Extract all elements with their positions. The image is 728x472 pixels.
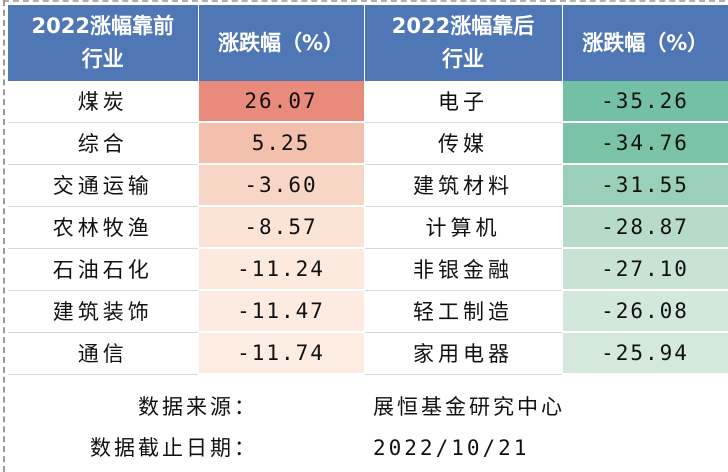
table-row: 交通运输 -3.60 建筑材料 -31.55: [8, 164, 728, 207]
bottom-sector-cell: 家用电器: [364, 332, 563, 375]
date-label: 数据截止日期：: [90, 436, 258, 460]
header-bottom-change: 涨跌幅（%）: [562, 5, 728, 81]
table-body: 煤炭 26.07 电子 -35.26 综合 5.25 传媒 -34.76 交通运输 -3.60 建筑…: [8, 81, 728, 375]
top-change-cell: -8.57: [198, 206, 365, 249]
top-dashed-border: [3, 0, 725, 2]
date-value: 2022/10/21: [373, 436, 530, 460]
top-change-cell: -11.74: [198, 332, 365, 375]
header-top-sector: 2022涨幅靠前 行业: [8, 5, 199, 81]
table-row: 综合 5.25 传媒 -34.76: [8, 122, 728, 165]
bottom-change-cell: -31.55: [562, 164, 728, 207]
table-row: 农林牧渔 -8.57 计算机 -28.87: [8, 206, 728, 249]
bottom-sector-cell: 传媒: [364, 122, 563, 165]
table-row: 通信 -11.74 家用电器 -25.94: [8, 332, 728, 375]
top-change-cell: -11.47: [198, 290, 365, 333]
table-row: 煤炭 26.07 电子 -35.26: [8, 81, 728, 123]
source-label: 数据来源：: [138, 395, 258, 419]
bottom-change-cell: -28.87: [562, 206, 728, 249]
header-bottom-sector: 2022涨幅靠后 行业: [364, 5, 563, 81]
table-row: 石油石化 -11.24 非银金融 -27.10: [8, 248, 728, 291]
top-sector-cell: 建筑装饰: [8, 290, 199, 333]
top-sector-cell: 煤炭: [8, 81, 199, 123]
top-change-cell: 26.07: [198, 81, 365, 123]
top-change-cell: 5.25: [198, 122, 365, 165]
header-top-change: 涨跌幅（%）: [198, 5, 365, 81]
top-sector-cell: 交通运输: [8, 164, 199, 207]
bottom-sector-cell: 电子: [364, 81, 563, 123]
bottom-change-cell: -35.26: [562, 81, 728, 123]
source-value: 展恒基金研究中心: [373, 395, 565, 419]
source-row: 数据来源： 展恒基金研究中心: [8, 387, 728, 427]
bottom-sector-cell: 建筑材料: [364, 164, 563, 207]
bottom-sector-cell: 非银金融: [364, 248, 563, 291]
left-dashed-border: [3, 0, 5, 472]
table-header-row: 2022涨幅靠前 行业 涨跌幅（%） 2022涨幅靠后 行业 涨跌幅（%）: [8, 5, 728, 81]
top-change-cell: -3.60: [198, 164, 365, 207]
top-sector-cell: 通信: [8, 332, 199, 375]
top-sector-cell: 综合: [8, 122, 199, 165]
bottom-sector-cell: 轻工制造: [364, 290, 563, 333]
table-row: 建筑装饰 -11.47 轻工制造 -26.08: [8, 290, 728, 333]
date-row: 数据截止日期： 2022/10/21: [8, 428, 728, 468]
top-sector-cell: 石油石化: [8, 248, 199, 291]
bottom-change-cell: -34.76: [562, 122, 728, 165]
bottom-change-cell: -25.94: [562, 332, 728, 375]
footer-notes: 数据来源： 展恒基金研究中心 数据截止日期： 2022/10/21: [8, 387, 728, 472]
sector-performance-table: 2022涨幅靠前 行业 涨跌幅（%） 2022涨幅靠后 行业 涨跌幅（%） 煤炭…: [8, 5, 728, 375]
bottom-change-cell: -26.08: [562, 290, 728, 333]
top-sector-cell: 农林牧渔: [8, 206, 199, 249]
bottom-change-cell: -27.10: [562, 248, 728, 291]
bottom-sector-cell: 计算机: [364, 206, 563, 249]
top-change-cell: -11.24: [198, 248, 365, 291]
